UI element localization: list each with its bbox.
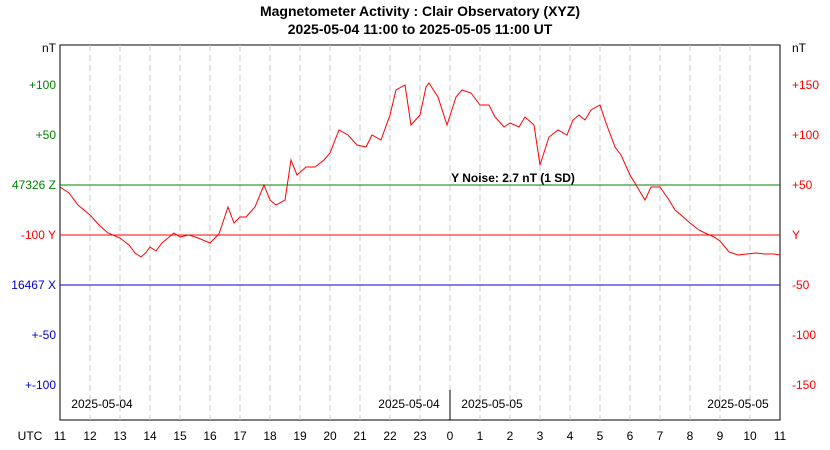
- x-tick-label: 6: [627, 429, 634, 443]
- x-tick-label: 2: [507, 429, 514, 443]
- right-tick-label: Y: [792, 228, 800, 242]
- left-tick-label: +50: [36, 128, 57, 142]
- plot-frame: [59, 44, 781, 421]
- vertical-gridlines: [89, 45, 751, 420]
- x-tick-label: 20: [323, 429, 337, 443]
- chart-title: Magnetometer Activity : Clair Observator…: [260, 3, 580, 19]
- x-tick-label: 14: [143, 429, 157, 443]
- x-tick-label: 19: [293, 429, 307, 443]
- left-axis-labels: nT +100 +50 47326 Z -100 Y 16467 X +-50 +-100: [11, 41, 56, 392]
- right-tick-label: +100: [792, 128, 819, 142]
- date-label: 2025-05-05: [461, 397, 523, 411]
- x-axis-title: UTC: [18, 429, 43, 443]
- x-tick-label: 18: [263, 429, 277, 443]
- right-tick-label: -150: [792, 378, 816, 392]
- x-tick-label: 0: [447, 429, 454, 443]
- left-tick-label: +-100: [25, 378, 56, 392]
- x-tick-label: 11: [774, 429, 787, 443]
- left-tick-label: nT: [42, 41, 57, 55]
- right-axis-labels: nT +150 +100 +50 Y -50 -100 -150: [792, 41, 819, 392]
- date-label: 2025-05-04: [378, 397, 440, 411]
- x-tick-label: 5: [597, 429, 604, 443]
- x-tick-label: 23: [413, 429, 427, 443]
- right-tick-label: -100: [792, 328, 816, 342]
- x-tick-label: 8: [687, 429, 694, 443]
- noise-annotation: Y Noise: 2.7 nT (1 SD): [451, 171, 575, 185]
- x-tick-label: 22: [383, 429, 397, 443]
- left-tick-label: 47326 Z: [12, 178, 56, 192]
- x-axis-labels: UTC 11 12 13 14 15 16 17 18 19 20 21 22 23 0 1 2 3 4 5 6 7 8 9 1…: [18, 429, 787, 443]
- component-baselines: [60, 184, 780, 286]
- date-label: 2025-05-04: [71, 397, 133, 411]
- date-labels: 2025-05-04 2025-05-04 2025-05-05 2025-05-05: [71, 397, 769, 411]
- left-tick-label: -100 Y: [21, 228, 56, 242]
- x-tick-label: 11: [54, 429, 67, 443]
- chart-subtitle: 2025-05-04 11:00 to 2025-05-05 11:00 UT: [288, 21, 553, 37]
- x-tick-label: 16: [203, 429, 217, 443]
- x-tick-label: 15: [173, 429, 187, 443]
- x-tick-label: 17: [233, 429, 247, 443]
- x-tick-label: 10: [743, 429, 757, 443]
- left-tick-label: +100: [29, 78, 56, 92]
- x-tick-label: 4: [567, 429, 574, 443]
- x-tick-label: 1: [477, 429, 484, 443]
- x-tick-label: 3: [537, 429, 544, 443]
- right-tick-label: -50: [792, 278, 810, 292]
- x-tick-label: 9: [717, 429, 724, 443]
- right-tick-label: nT: [792, 41, 807, 55]
- x-tick-label: 13: [113, 429, 127, 443]
- left-tick-label: 16467 X: [11, 278, 56, 292]
- x-tick-label: 7: [657, 429, 664, 443]
- left-tick-label: +-50: [32, 328, 57, 342]
- x-tick-label: 21: [353, 429, 367, 443]
- y-component-trace: [59, 82, 781, 258]
- date-label: 2025-05-05: [707, 397, 769, 411]
- right-tick-label: +50: [792, 178, 813, 192]
- right-tick-label: +150: [792, 78, 819, 92]
- x-tick-label: 12: [83, 429, 97, 443]
